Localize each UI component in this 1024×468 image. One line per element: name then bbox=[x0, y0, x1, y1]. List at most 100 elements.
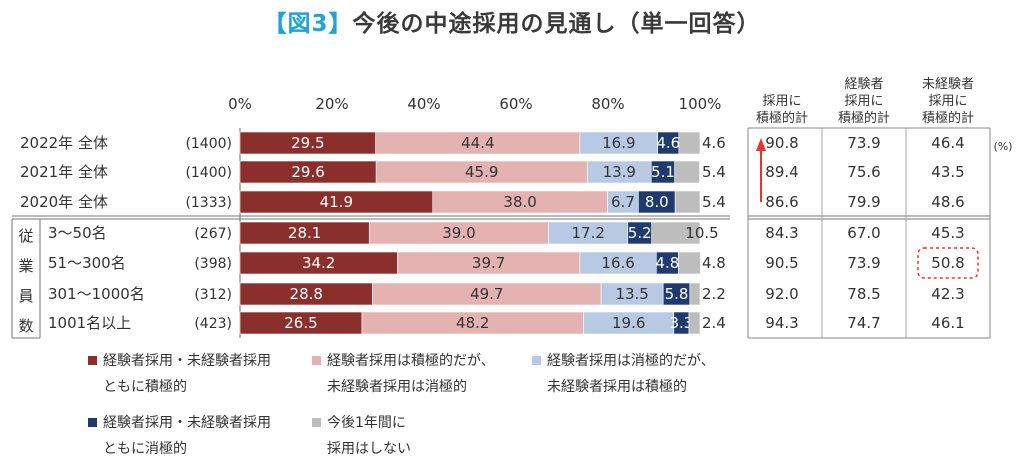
total-value: 79.9 bbox=[847, 193, 880, 211]
bar-segment bbox=[688, 311, 701, 335]
bar-value-label: 26.5 bbox=[284, 314, 317, 332]
total-value: 43.5 bbox=[931, 163, 964, 181]
legend-label: 経験者採用は消極的だが、 bbox=[547, 353, 715, 369]
bar-value-label: 16.6 bbox=[601, 254, 634, 272]
bar-value-label: 39.7 bbox=[472, 254, 505, 272]
group-label-char: 数 bbox=[18, 317, 33, 335]
bar-value-label: 48.2 bbox=[456, 314, 489, 332]
row-label: 2020年 全体 bbox=[20, 193, 108, 211]
totals-header: 採用に bbox=[762, 94, 801, 109]
x-tick-label: 0% bbox=[228, 95, 252, 113]
bar-value-label: 39.0 bbox=[442, 224, 475, 242]
total-value: 90.8 bbox=[765, 134, 798, 152]
row-n: (423) bbox=[194, 316, 232, 332]
totals-header: 採用に bbox=[844, 94, 883, 109]
totals-header: 積極的計 bbox=[922, 110, 974, 126]
bar-value-label: 44.4 bbox=[461, 134, 494, 152]
legend-swatch bbox=[88, 356, 97, 365]
highlight-box bbox=[917, 247, 979, 279]
bar-value-label: 4.6 bbox=[656, 134, 680, 152]
total-value: 84.3 bbox=[765, 224, 798, 242]
bar-value-label: 4.8 bbox=[655, 254, 679, 272]
row-label: 1001名以上 bbox=[48, 314, 131, 332]
group-label-char: 業 bbox=[18, 257, 33, 275]
x-tick-label: 20% bbox=[315, 95, 348, 113]
total-value: 89.4 bbox=[765, 163, 798, 181]
bar-segment bbox=[689, 282, 701, 306]
row-n: (1333) bbox=[185, 195, 232, 211]
total-value: 73.9 bbox=[847, 134, 880, 152]
bar-value-label: 8.0 bbox=[645, 193, 669, 211]
legend-label: 今後1年間に bbox=[327, 415, 406, 431]
bar-value-label: 41.9 bbox=[320, 193, 353, 211]
legend-label: 経験者採用・未経験者採用 bbox=[103, 353, 271, 369]
total-value: 92.0 bbox=[765, 285, 798, 303]
title-prefix: 【図3】 bbox=[263, 11, 353, 37]
total-value: 75.6 bbox=[847, 163, 880, 181]
legend-label: 未経験者採用は消極的 bbox=[327, 379, 467, 395]
totals-header: 未経験者 bbox=[922, 77, 974, 92]
bar-segment bbox=[678, 251, 701, 275]
legend-label: ともに消極的 bbox=[103, 441, 187, 457]
total-value: 74.7 bbox=[847, 314, 880, 332]
row-label: 301～1000名 bbox=[48, 285, 145, 303]
trend-arrow-head bbox=[756, 138, 766, 151]
bar-value-label: 16.9 bbox=[602, 134, 635, 152]
bar-value-label: 29.6 bbox=[291, 163, 324, 181]
totals-header: 積極的計 bbox=[838, 110, 890, 126]
bar-value-label: 5.2 bbox=[628, 224, 652, 242]
total-value: 48.6 bbox=[931, 193, 964, 211]
group-label-char: 員 bbox=[18, 287, 33, 305]
row-n: (398) bbox=[194, 256, 232, 272]
total-value: 50.8 bbox=[931, 254, 964, 272]
total-value: 73.9 bbox=[847, 254, 880, 272]
bar-value-label: 5.8 bbox=[665, 285, 689, 303]
legend-swatch bbox=[532, 356, 541, 365]
bar-value-label: 3.3 bbox=[669, 314, 693, 332]
bar-value-label: 49.7 bbox=[470, 285, 503, 303]
row-label: 3～50名 bbox=[48, 224, 107, 242]
total-value: 90.5 bbox=[765, 254, 798, 272]
x-tick-label: 100% bbox=[679, 95, 722, 113]
totals-header: 経験者 bbox=[844, 77, 883, 92]
row-label: 2022年 全体 bbox=[20, 134, 108, 152]
bar-value-label: 28.1 bbox=[288, 224, 321, 242]
bar-value-label: 45.9 bbox=[465, 163, 498, 181]
row-label: 2021年 全体 bbox=[20, 163, 108, 181]
total-value: 78.5 bbox=[847, 285, 880, 303]
bar-value-label: 38.0 bbox=[503, 193, 536, 211]
bar-segment bbox=[674, 190, 701, 214]
bar-segment bbox=[651, 221, 701, 245]
row-n: (312) bbox=[194, 287, 232, 303]
legend-label: 未経験者採用は積極的 bbox=[547, 379, 687, 395]
bar-value-label: 19.6 bbox=[612, 314, 645, 332]
bar-value-label: 5.4 bbox=[702, 193, 726, 211]
bar-segment bbox=[674, 160, 700, 184]
bar-value-label: 13.5 bbox=[615, 285, 648, 303]
totals-header: 積極的計 bbox=[756, 110, 808, 126]
bar-value-label: 13.9 bbox=[603, 163, 636, 181]
legend-label: 経験者採用・未経験者採用 bbox=[103, 415, 271, 431]
bar-value-label: 5.1 bbox=[651, 163, 675, 181]
bar-value-label: 10.5 bbox=[685, 224, 718, 242]
bar-value-label: 5.4 bbox=[702, 163, 726, 181]
title-main: 今後の中途採用の見通し（単一回答） bbox=[352, 11, 761, 37]
legend-swatch bbox=[312, 356, 321, 365]
row-n: (1400) bbox=[185, 136, 232, 152]
legend-label: 経験者採用は積極的だが、 bbox=[327, 353, 495, 369]
total-value: 46.1 bbox=[931, 314, 964, 332]
bar-value-label: 29.5 bbox=[291, 134, 324, 152]
x-tick-label: 60% bbox=[499, 95, 532, 113]
x-tick-label: 80% bbox=[591, 95, 624, 113]
bar-segment bbox=[678, 131, 701, 155]
bar-value-label: 4.8 bbox=[702, 254, 726, 272]
chart-title: 【図3】今後の中途採用の見通し（単一回答） bbox=[0, 4, 1024, 38]
unit-label: (%) bbox=[993, 140, 1012, 153]
total-value: 46.4 bbox=[931, 134, 964, 152]
bar-value-label: 6.7 bbox=[611, 193, 635, 211]
row-label: 51～300名 bbox=[48, 254, 126, 272]
bar-value-label: 4.6 bbox=[702, 134, 726, 152]
group-label-char: 従 bbox=[18, 227, 33, 245]
legend-label: 採用はしない bbox=[327, 441, 411, 457]
